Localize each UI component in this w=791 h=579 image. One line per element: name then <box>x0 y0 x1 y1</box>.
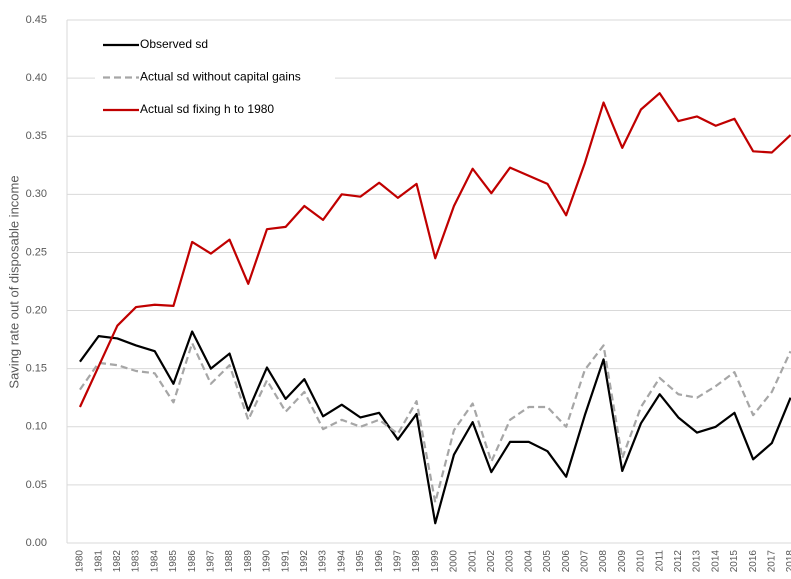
x-tick-label: 1982 <box>112 550 123 573</box>
x-tick-label: 1995 <box>355 550 366 573</box>
x-tick-label: 2009 <box>617 550 628 573</box>
series-line <box>79 341 791 504</box>
x-tick-label: 2012 <box>673 550 684 573</box>
x-tick-label: 1980 <box>75 550 86 573</box>
x-tick-label: 1986 <box>187 550 198 573</box>
x-tick-label: 2015 <box>729 550 740 573</box>
x-tick-label: 2008 <box>598 550 609 573</box>
y-tick-label: 0.35 <box>26 130 47 142</box>
x-tick-label: 1997 <box>392 550 403 573</box>
x-tick-label: 2001 <box>467 550 478 573</box>
y-tick-label: 0.25 <box>26 246 47 258</box>
x-tick-label: 1985 <box>168 550 179 573</box>
x-tick-label: 1998 <box>411 550 422 573</box>
x-tick-label: 2000 <box>449 550 460 573</box>
y-tick-label: 0.00 <box>26 537 47 549</box>
x-tick-label: 2016 <box>748 550 759 573</box>
x-tick-label: 2011 <box>654 550 665 572</box>
x-tick-label: 1999 <box>430 550 441 573</box>
y-tick-label: 0.20 <box>26 304 47 316</box>
y-tick-label: 0.40 <box>26 72 47 84</box>
x-tick-label: 2006 <box>561 550 572 573</box>
y-axis-label: Saving rate out of disposable income <box>6 175 21 388</box>
series-line <box>78 92 791 408</box>
legend-label: Observed sd <box>140 37 208 51</box>
y-tick-label: 0.10 <box>26 421 47 433</box>
legend-label: Actual sd without capital gains <box>140 70 301 84</box>
x-tick-label: 1996 <box>374 550 385 573</box>
x-tick-label: 1988 <box>224 550 235 573</box>
x-tick-label: 1989 <box>243 550 254 573</box>
x-tick-label: 2007 <box>579 550 590 573</box>
x-tick-label: 1990 <box>262 550 273 573</box>
x-tick-label: 2010 <box>636 550 647 573</box>
x-tick-label: 2014 <box>710 550 721 573</box>
x-tick-label: 2013 <box>692 550 703 573</box>
x-tick-label: 2002 <box>486 550 497 573</box>
x-tick-label: 1981 <box>93 550 104 573</box>
y-tick-label: 0.30 <box>26 188 47 200</box>
x-tick-label: 1991 <box>280 550 291 573</box>
x-tick-label: 1993 <box>318 550 329 573</box>
legend-label: Actual sd fixing h to 1980 <box>140 102 274 116</box>
x-tick-label: 2005 <box>542 550 553 573</box>
y-tick-label: 0.05 <box>26 479 47 491</box>
y-tick-label: 0.15 <box>26 363 47 375</box>
x-tick-label: 1987 <box>205 550 216 573</box>
series-line <box>79 330 791 525</box>
x-tick-label: 2003 <box>505 550 516 573</box>
y-tick-label: 0.45 <box>26 14 47 26</box>
x-tick-label: 1983 <box>131 550 142 573</box>
x-tick-label: 1992 <box>299 550 310 573</box>
x-tick-label: 1994 <box>336 550 347 573</box>
x-tick-label: 1984 <box>149 550 160 573</box>
x-tick-label: 2017 <box>766 550 777 573</box>
x-tick-label: 2018 <box>785 550 791 573</box>
x-tick-label: 2004 <box>523 550 534 573</box>
